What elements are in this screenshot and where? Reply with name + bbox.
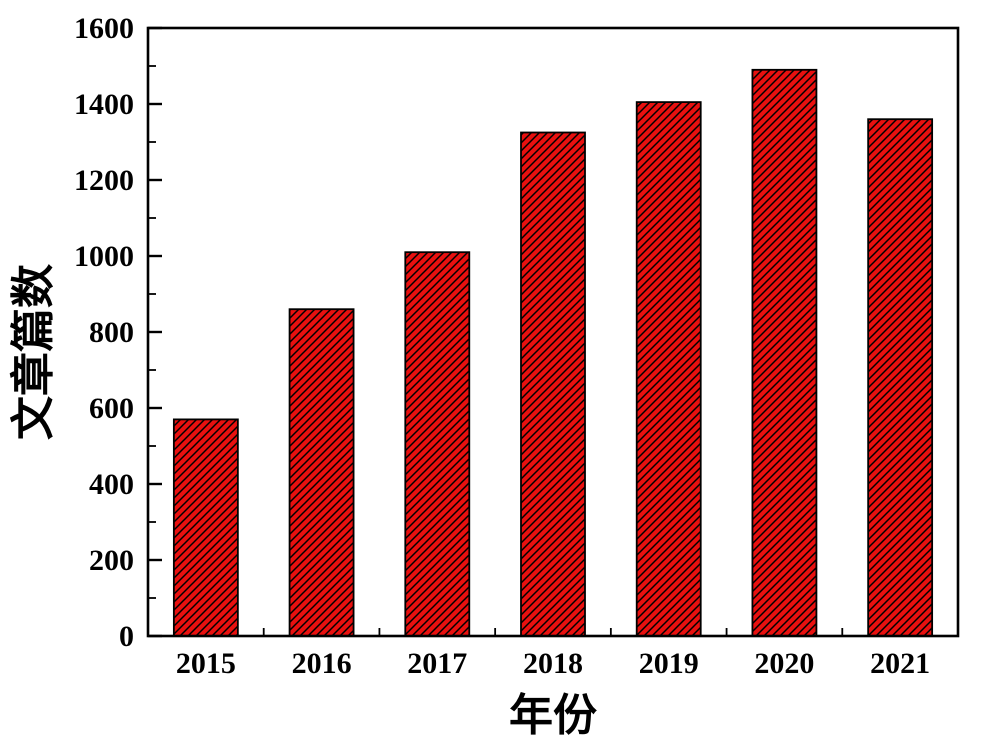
y-tick-label: 1200	[74, 164, 134, 197]
y-tick-label: 800	[89, 316, 134, 349]
plot-frame	[146, 26, 960, 638]
bar-2015	[172, 418, 239, 637]
bar-2019	[635, 101, 702, 637]
y-tick-label: 1000	[74, 240, 134, 273]
x-tick-label: 2016	[292, 647, 352, 680]
bar-2017	[404, 251, 471, 637]
x-tick-label: 2017	[407, 647, 467, 680]
y-axis-title: 文章篇数	[8, 264, 58, 440]
y-tick-label: 1600	[74, 12, 134, 45]
y-tick-label: 1400	[74, 88, 134, 121]
bar-2021	[867, 118, 934, 637]
x-axis-title: 年份	[509, 691, 597, 740]
y-tick-label: 0	[119, 620, 134, 653]
x-tick-label: 2015	[176, 647, 236, 680]
x-tick-label: 2019	[639, 647, 699, 680]
y-tick-label: 600	[89, 392, 134, 425]
bar-2020	[751, 68, 818, 637]
y-tick-label: 200	[89, 544, 134, 577]
y-tick-label: 400	[89, 468, 134, 501]
x-tick-label: 2020	[754, 647, 814, 680]
bar-2016	[288, 308, 355, 637]
x-tick-label: 2021	[870, 647, 930, 680]
bar-2018	[520, 131, 586, 637]
x-tick-label: 2018	[523, 647, 583, 680]
